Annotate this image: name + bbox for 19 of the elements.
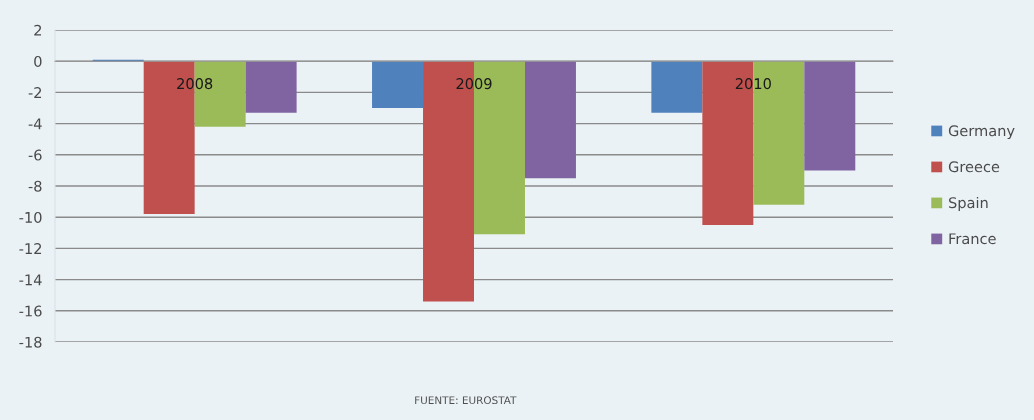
x-tick-label: 2009 [456, 78, 492, 90]
legend-label: France [949, 233, 996, 245]
y-tick-label: -4 [28, 118, 42, 130]
y-tick-label: -6 [28, 149, 42, 161]
y-tick-label: -18 [19, 336, 42, 348]
x-tick-label: 2010 [735, 78, 771, 90]
y-tick-label: -14 [19, 274, 42, 286]
y-tick-label: -12 [19, 243, 42, 254]
legend-label: Greece [948, 161, 1000, 173]
y-tick-label: 0 [34, 55, 42, 67]
y-tick-label: -16 [19, 305, 42, 317]
legend-label: Germany [948, 125, 1015, 140]
legend-label: Spain [949, 196, 988, 212]
source-note: FUENTE: EUROSTAT [415, 396, 517, 405]
y-tick-label: -2 [28, 87, 42, 98]
y-tick-label: -8 [28, 180, 42, 192]
x-tick-label: 2008 [177, 78, 213, 90]
y-tick-label: 2 [34, 24, 42, 36]
y-tick-label: -10 [19, 211, 42, 223]
